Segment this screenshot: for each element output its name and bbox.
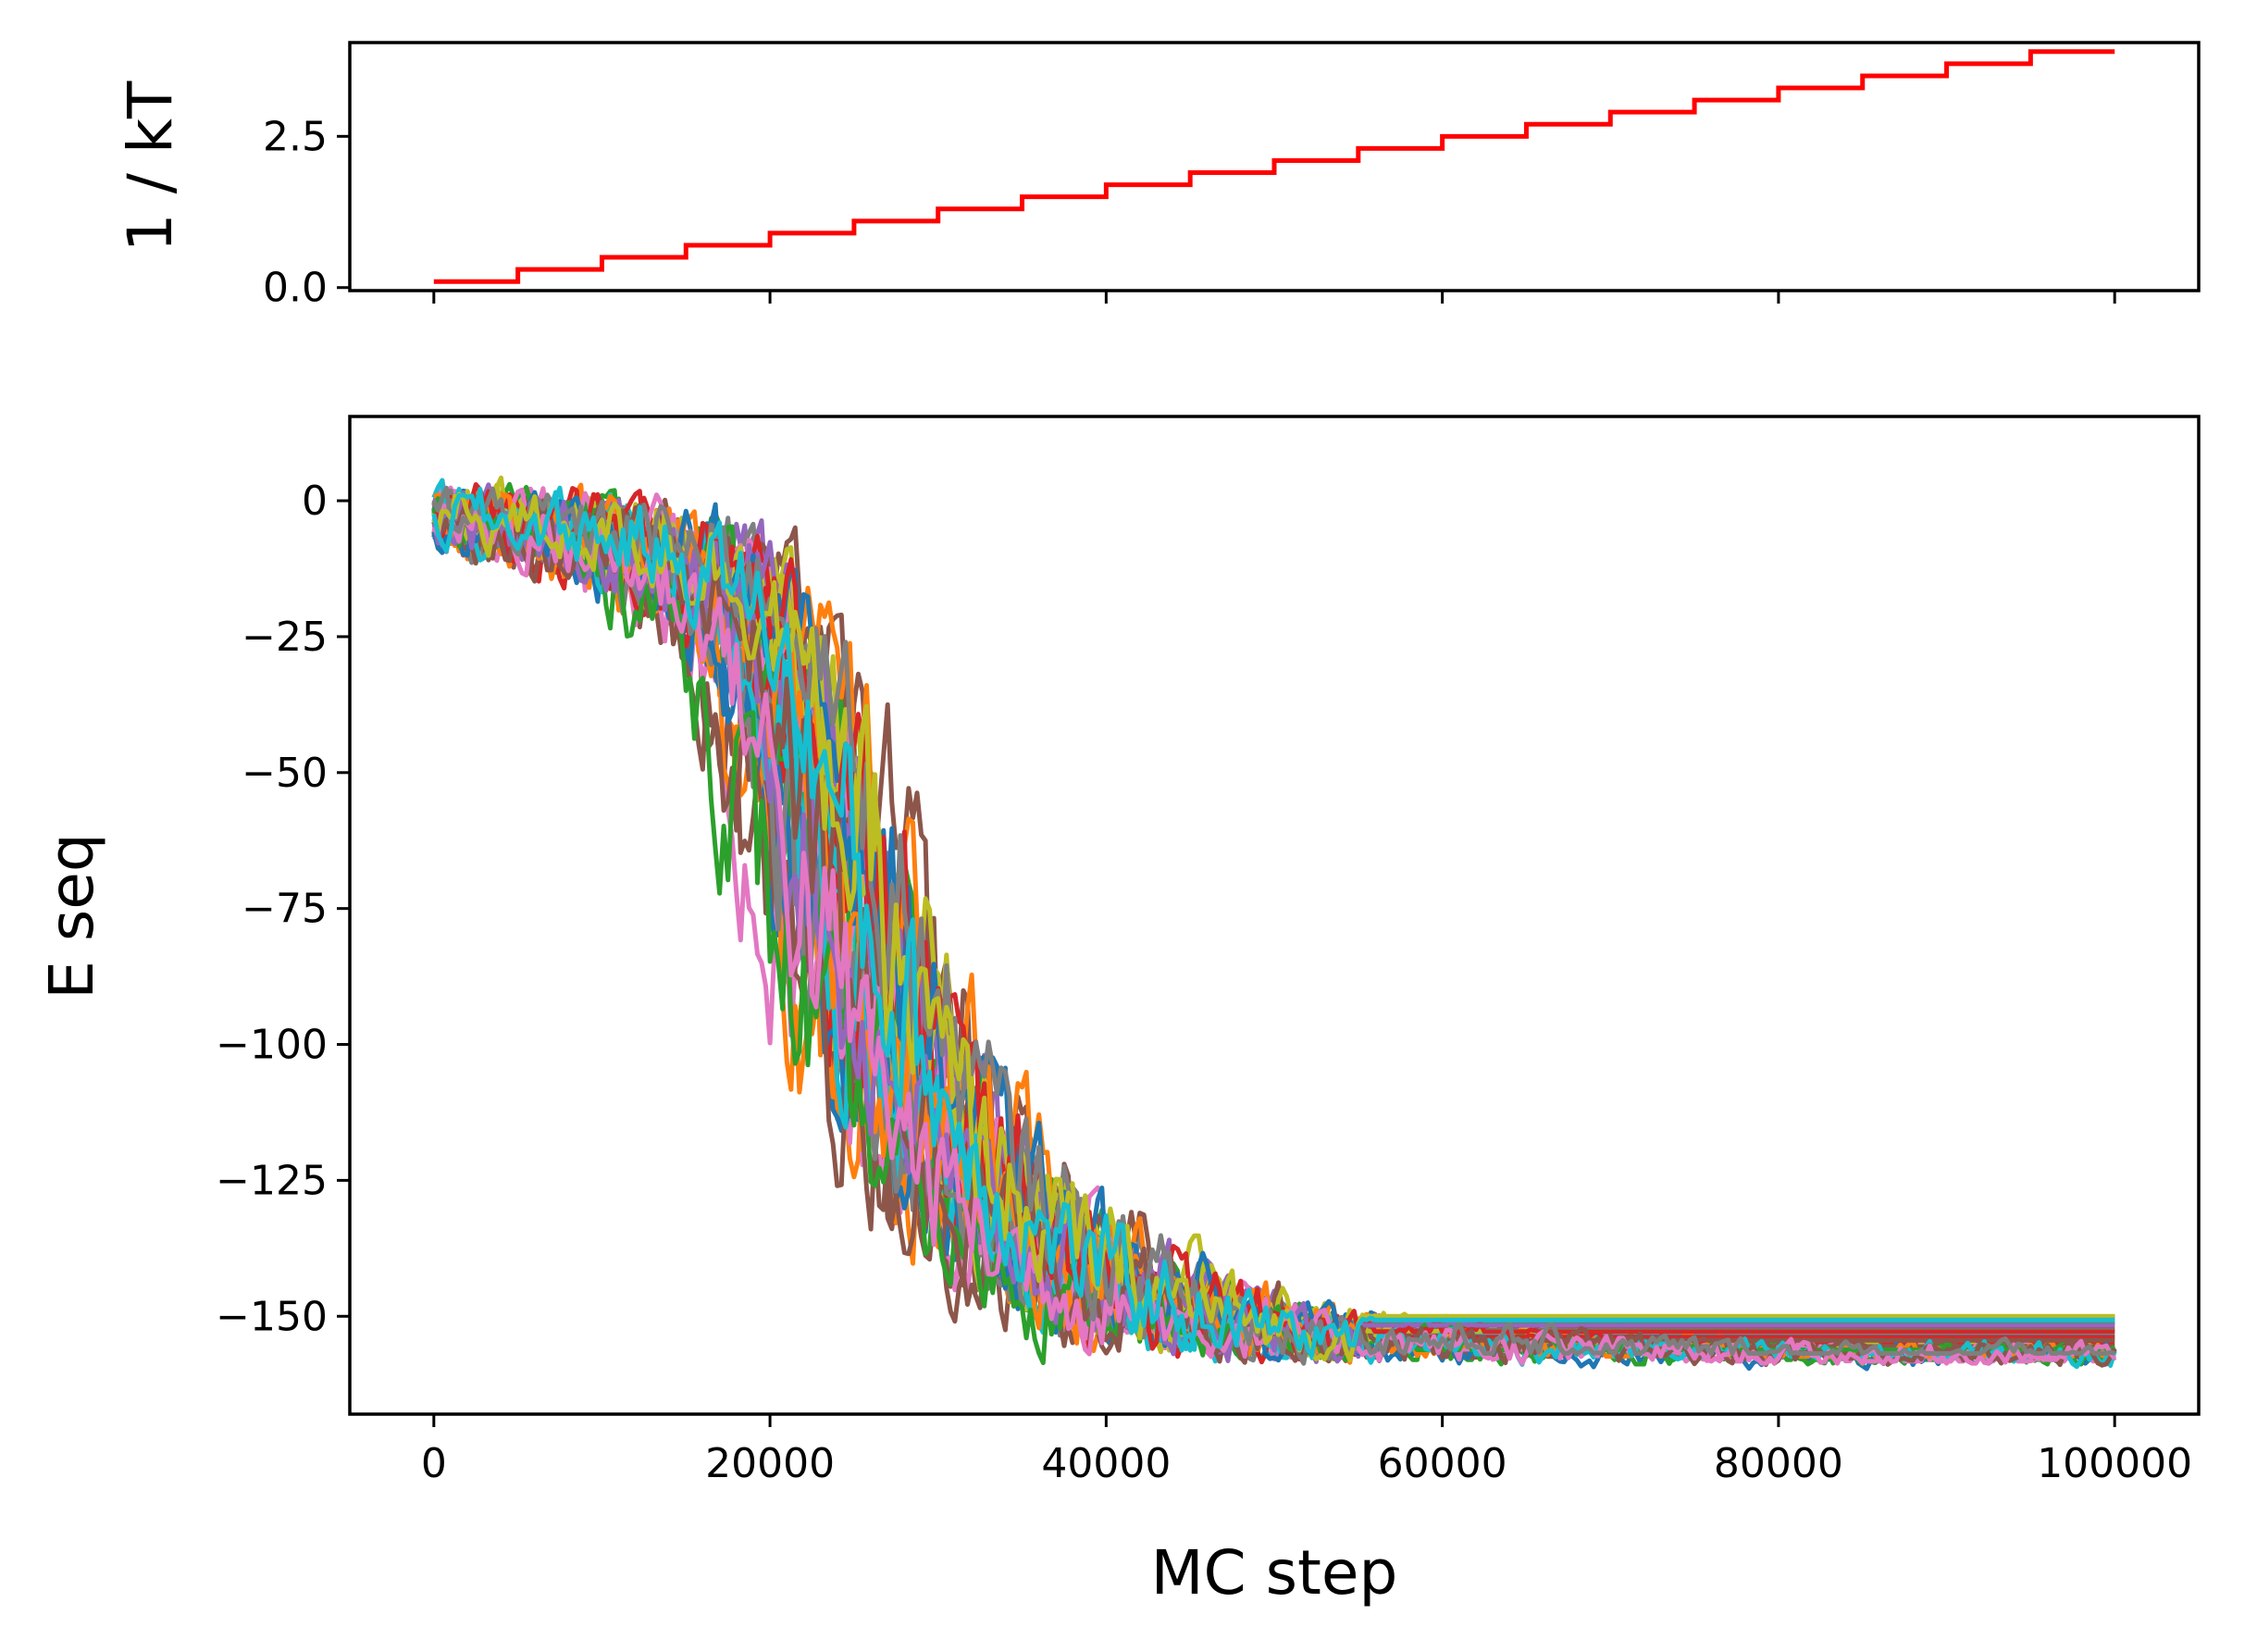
energy-panel: 0 20000 40000 60000 80000 100000 0 −25 −50 −75 −1… [36,415,2201,1609]
beta-y-tick-label: 0.0 [263,265,328,312]
energy-y-tick-label: −75 [242,886,328,933]
energy-y-tick-label: −50 [242,750,328,797]
energy-x-tick-label: 100000 [2037,1440,2192,1487]
energy-x-axis-label: MC step [1151,1537,1398,1609]
energy-trajectory [431,491,2115,1363]
energy-y-tick-label: −100 [216,1022,328,1069]
energy-y-tick-label: −125 [216,1157,328,1204]
energy-trajectory [431,503,2117,1366]
beta-y-axis-label: 1 / kT [115,81,186,252]
energy-x-tick-label: 20000 [705,1440,835,1487]
energy-x-tick-label: 0 [421,1440,447,1487]
energy-x-tick-label: 60000 [1378,1440,1507,1487]
beta-schedule-panel: 0.0 2.5 1 / kT [115,41,2201,312]
energy-x-tick-label: 40000 [1041,1440,1171,1487]
energy-x-tick-label: 80000 [1714,1440,1843,1487]
energy-y-ticks: 0 −25 −50 −75 −100 −125 −150 [216,478,350,1340]
energy-trajectory [431,496,2115,1363]
beta-schedule-line [433,49,2115,284]
beta-axes-frame [348,41,2201,292]
beta-y-tick-label: 2.5 [263,113,328,160]
energy-y-tick-label: −25 [242,614,328,661]
energy-x-ticks: 0 20000 40000 60000 80000 100000 [421,1414,2192,1487]
energy-y-tick-label: 0 [302,478,328,525]
energy-plot-area [431,475,2117,1372]
beta-schedule-plot-area [433,49,2115,284]
energy-trajectory [431,487,2115,1358]
energy-axes-frame [348,415,2201,1416]
beta-x-ticks [432,291,2116,304]
energy-y-axis-label: E seq [36,833,107,1000]
beta-y-ticks: 0.0 2.5 [263,113,350,312]
energy-y-tick-label: −150 [216,1293,328,1340]
